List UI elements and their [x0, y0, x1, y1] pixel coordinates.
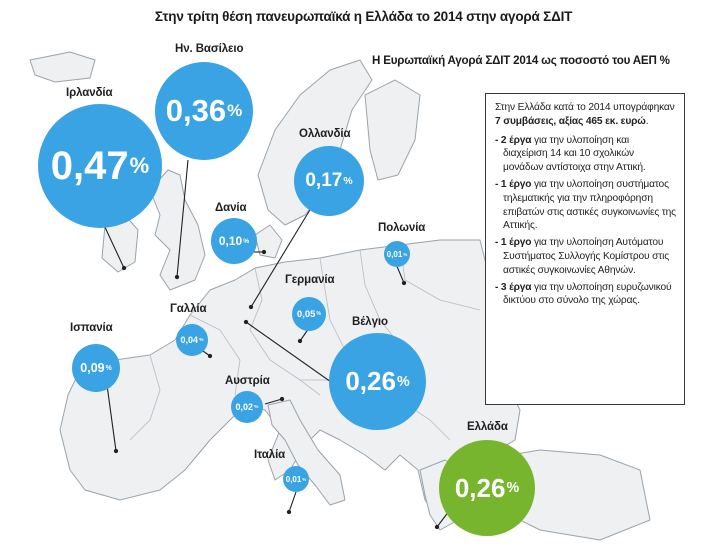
info-item: - 1 έργο για την υλοποίηση Αυτόματου Συσ…	[495, 236, 676, 277]
info-item-count: - 1 έργο	[495, 237, 532, 249]
country-label-poland: Πολωνία	[378, 222, 426, 234]
info-item: - 2 έργα για την υλοποίηση και διαχείρισ…	[495, 134, 676, 175]
greece-info-box: Στην Ελλάδα κατά το 2014 υπογράφηκαν 7 σ…	[485, 93, 685, 405]
value-bubble-denmark: 0,10%	[211, 218, 257, 264]
country-label-spain: Ισπανία	[70, 322, 113, 334]
country-label-greece: Ελλάδα	[467, 421, 508, 433]
map-denmark	[254, 224, 283, 259]
bubble-unit: %	[316, 311, 322, 317]
bubble-unit: %	[105, 364, 112, 372]
map-great-britain	[149, 169, 206, 291]
info-item-count: - 1 έργο	[495, 178, 532, 190]
bubble-value: 0,26	[454, 472, 506, 503]
country-label-germany: Γερμανία	[285, 274, 335, 286]
bubble-unit: %	[199, 337, 204, 343]
info-item-count: - 3 έργα	[495, 281, 532, 293]
info-item-count: - 2 έργα	[495, 134, 532, 146]
info-item-text: για την υλοποίηση ευρυζωνικού δικτύου στ…	[503, 281, 672, 307]
map-mainland	[59, 239, 521, 521]
value-bubble-belgium: 0,26%	[329, 333, 426, 430]
bubble-value: 0,09	[80, 361, 105, 375]
info-item: - 3 έργα για την υλοποίηση ευρυζωνικού δ…	[495, 281, 676, 309]
value-bubble-austria: 0,02%	[231, 391, 263, 423]
country-label-belgium: Βέλγιο	[352, 316, 388, 328]
bubble-value: 0,36	[165, 93, 227, 128]
country-label-france: Γαλλία	[170, 303, 207, 315]
value-bubble-greece: 0,26%	[439, 440, 535, 536]
country-label-italy: Ιταλία	[254, 449, 286, 461]
map-scandinavia	[257, 59, 373, 226]
value-bubble-netherlands: 0,17%	[294, 146, 364, 216]
map-finland	[364, 79, 421, 181]
country-label-netherlands: Ολλανδία	[299, 128, 351, 140]
bubble-unit: %	[302, 476, 307, 482]
bubble-unit: %	[506, 480, 520, 496]
bubble-value: 0,02	[235, 402, 254, 412]
info-item-text: για την υλοποίηση συστήματος τηλεματικής…	[503, 178, 676, 232]
value-bubble-france: 0,04%	[176, 324, 208, 356]
country-label-denmark: Δανία	[215, 202, 247, 214]
bubble-value: 0,05	[296, 308, 316, 320]
map-italy	[267, 399, 346, 506]
bubble-value: 0,01	[285, 474, 302, 484]
infographic-title: Στην τρίτη θέση πανευρωπαϊκά η Ελλάδα το…	[154, 9, 573, 24]
info-intro-highlight: 7 συμβάσεις, αξίας 465 εκ. ευρώ	[495, 115, 646, 127]
info-intro: Στην Ελλάδα κατά το 2014 υπογράφηκαν 7 σ…	[495, 101, 676, 129]
bubble-unit: %	[396, 373, 410, 390]
value-bubble-spain: 0,09%	[72, 344, 120, 392]
bubble-unit: %	[227, 101, 243, 120]
value-bubble-ireland: 0,47%	[38, 104, 162, 228]
bubble-unit: %	[254, 404, 259, 410]
info-item: - 1 έργο για την υλοποίηση συστήματος τη…	[495, 178, 676, 233]
info-intro-text: Στην Ελλάδα κατά το 2014 υπογράφηκαν	[495, 102, 675, 113]
country-label-ireland: Ιρλανδία	[66, 87, 113, 99]
info-intro-end: .	[645, 115, 649, 127]
chart-subtitle: Η Ευρωπαϊκή Αγορά ΣΔΙΤ 2014 ως ποσοστό τ…	[372, 54, 670, 67]
bubble-value: 0,10	[218, 234, 243, 248]
bubble-value: 0,04	[180, 335, 199, 345]
bubble-value: 0,17	[305, 170, 343, 191]
bubble-unit: %	[403, 251, 408, 257]
bubble-unit: %	[343, 175, 353, 187]
info-item-text: για την υλοποίηση και διαχείριση 14 και …	[503, 134, 646, 174]
bubble-value: 0,47	[50, 143, 129, 188]
value-bubble-poland: 0,01%	[384, 241, 410, 267]
country-label-austria: Αυστρία	[225, 375, 270, 387]
bubble-unit: %	[243, 237, 250, 245]
map-island-north	[29, 51, 96, 83]
value-bubble-italy: 0,01%	[283, 466, 309, 492]
value-bubble-uk: 0,36%	[155, 62, 253, 160]
value-bubble-germany: 0,05%	[292, 297, 326, 331]
info-item-text: για την υλοποίηση Αυτόματου Συστήματος Σ…	[503, 237, 669, 276]
bubble-value: 0,01	[386, 249, 403, 259]
country-label-uk: Ην. Βασίλειο	[175, 43, 244, 55]
bubble-value: 0,26	[345, 366, 396, 396]
bubble-unit: %	[129, 153, 150, 178]
